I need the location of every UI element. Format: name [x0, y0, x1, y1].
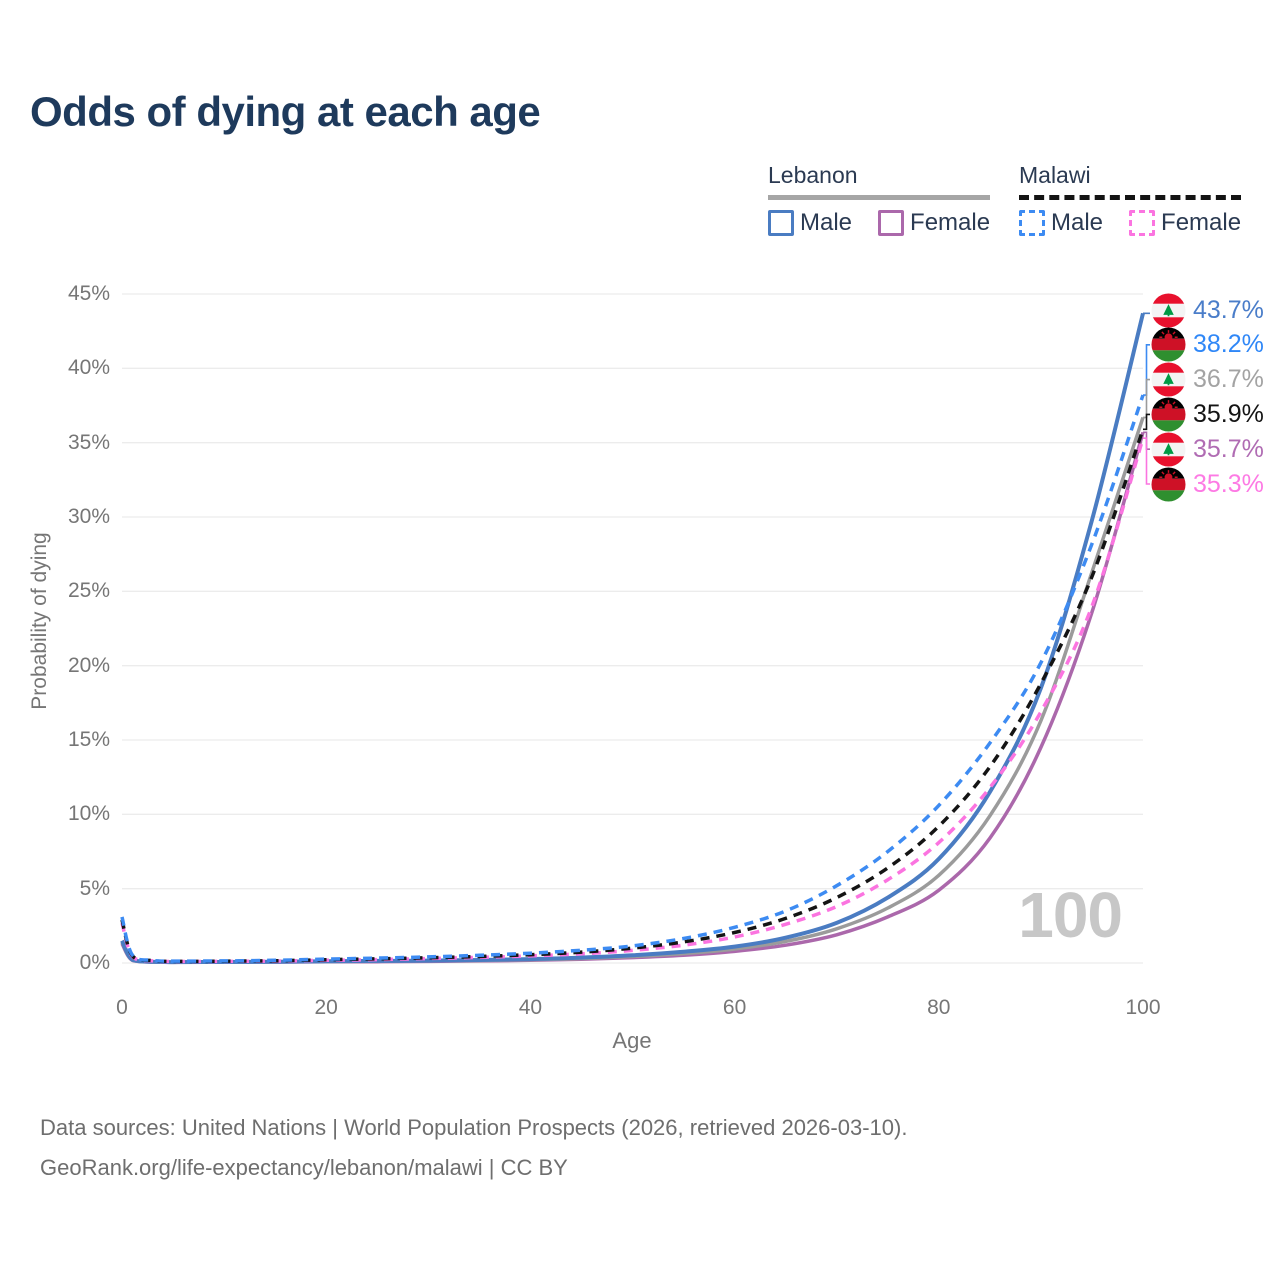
y-tick-label: 45% [67, 282, 110, 305]
end-label-lebanon-both: 36.7% [1151, 362, 1264, 397]
legend-label: Female [1161, 209, 1242, 236]
series-line-malawi-female[interactable] [120, 437, 1145, 964]
legend-label: Female [910, 209, 991, 236]
x-tick-label: 100 [1125, 996, 1161, 1019]
legend-country-lebanon: Lebanon [768, 162, 858, 188]
end-value-lebanon-male: 43.7% [1193, 295, 1264, 324]
lebanon-flag-icon [1151, 362, 1186, 397]
end-label-malawi-both: 35.9% [1151, 397, 1264, 432]
malawi-dashed-line-sample [1019, 195, 1242, 200]
legend-item-malawi-female[interactable]: Female [1129, 209, 1241, 237]
x-tick-label: 40 [518, 996, 543, 1019]
malawi-male-swatch-icon [1019, 210, 1045, 236]
end-label-lebanon-female: 35.7% [1151, 432, 1264, 467]
legend-item-lebanon-female[interactable]: Female [878, 209, 990, 237]
end-value-lebanon-both: 36.7% [1193, 365, 1264, 394]
lebanon-male-swatch-icon [768, 210, 794, 236]
lebanon-flag-icon [1151, 292, 1186, 328]
label-leader-malawi-female [1143, 437, 1150, 485]
malawi-female-swatch-icon [1129, 210, 1156, 236]
data-sources-text: Data sources: United Nations | World Pop… [40, 1115, 908, 1140]
y-tick-label: 30% [67, 505, 110, 528]
legend-label: Male [800, 209, 853, 236]
end-value-lebanon-female: 35.7% [1193, 434, 1264, 463]
x-tick-label: 60 [722, 996, 747, 1019]
label-leader-malawi-male [1143, 344, 1150, 396]
end-value-malawi-male: 38.2% [1193, 330, 1264, 359]
x-axis-title: Age [612, 1028, 652, 1053]
y-axis-title: Probability of dying [28, 532, 51, 710]
malawi-flag-icon [1151, 466, 1186, 502]
malawi-flag-icon [1151, 327, 1186, 362]
y-tick-label: 5% [79, 876, 110, 900]
y-tick-label: 20% [67, 653, 110, 677]
malawi-flag-icon [1151, 397, 1186, 432]
end-value-malawi-female: 35.3% [1193, 469, 1264, 498]
end-label-lebanon-male: 43.7% [1151, 292, 1264, 328]
legend-item-lebanon-male[interactable]: Male [768, 209, 852, 237]
attribution-text: GeoRank.org/life-expectancy/lebanon/mala… [40, 1155, 568, 1181]
end-label-malawi-female: 35.3% [1151, 466, 1264, 502]
y-tick-label: 25% [67, 579, 110, 603]
end-label-malawi-male: 38.2% [1151, 327, 1264, 362]
lebanon-flag-icon [1151, 432, 1186, 467]
y-tick-label: 15% [67, 728, 110, 751]
legend-group-lebanon: Lebanon Male Female [768, 162, 991, 237]
end-value-malawi-both: 35.9% [1193, 399, 1264, 428]
legend-group-malawi: Malawi Male Female [1019, 162, 1242, 237]
lebanon-female-swatch-icon [878, 210, 905, 236]
footer: Data sources: United Nations | World Pop… [40, 1108, 907, 1188]
label-leader-malawi-both [1143, 413, 1150, 431]
series-line-malawi-male[interactable] [120, 394, 1145, 963]
x-tick-label: 0 [116, 996, 128, 1019]
legend-country-malawi: Malawi [1019, 162, 1091, 188]
legend-item-malawi-male[interactable]: Male [1019, 209, 1103, 237]
x-tick-label: 20 [314, 996, 338, 1019]
y-tick-label: 35% [67, 430, 110, 454]
legend-label: Male [1051, 209, 1104, 236]
y-tick-label: 10% [67, 802, 110, 826]
series-line-lebanon-male[interactable] [120, 312, 1145, 965]
y-tick-label: 0% [79, 951, 110, 974]
y-tick-label: 40% [67, 356, 110, 380]
hover-age-watermark: 100 [1018, 879, 1123, 951]
label-leader-lebanon-both [1143, 378, 1150, 419]
lebanon-solid-line-sample [768, 195, 991, 200]
page-title: Odds of dying at each age [30, 88, 541, 135]
x-tick-label: 80 [927, 996, 951, 1019]
